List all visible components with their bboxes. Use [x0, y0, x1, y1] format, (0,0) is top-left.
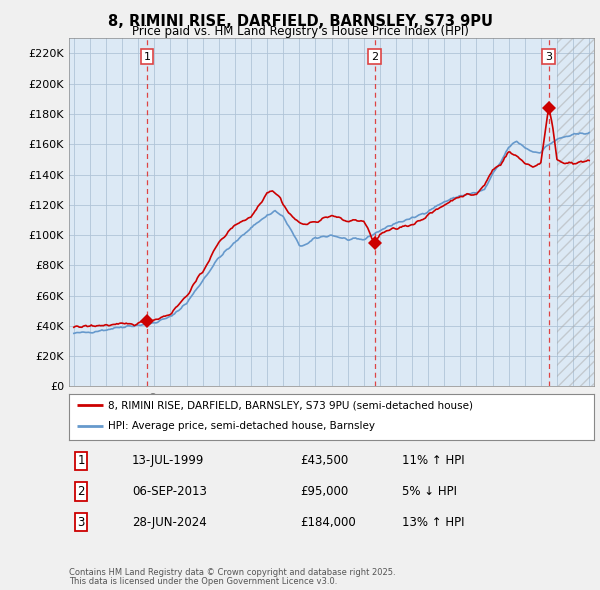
Text: Contains HM Land Registry data © Crown copyright and database right 2025.: Contains HM Land Registry data © Crown c…: [69, 568, 395, 577]
Text: 1: 1: [143, 51, 151, 61]
Text: This data is licensed under the Open Government Licence v3.0.: This data is licensed under the Open Gov…: [69, 578, 337, 586]
Text: Price paid vs. HM Land Registry's House Price Index (HPI): Price paid vs. HM Land Registry's House …: [131, 25, 469, 38]
Text: 2: 2: [371, 51, 378, 61]
Text: 06-SEP-2013: 06-SEP-2013: [132, 485, 207, 498]
Text: 1: 1: [77, 454, 85, 467]
Text: 8, RIMINI RISE, DARFIELD, BARNSLEY, S73 9PU (semi-detached house): 8, RIMINI RISE, DARFIELD, BARNSLEY, S73 …: [109, 400, 473, 410]
Text: £43,500: £43,500: [300, 454, 348, 467]
Text: 11% ↑ HPI: 11% ↑ HPI: [402, 454, 464, 467]
Text: 8, RIMINI RISE, DARFIELD, BARNSLEY, S73 9PU: 8, RIMINI RISE, DARFIELD, BARNSLEY, S73 …: [107, 14, 493, 29]
Bar: [557, 38, 594, 386]
Text: 3: 3: [545, 51, 552, 61]
Text: 13% ↑ HPI: 13% ↑ HPI: [402, 516, 464, 529]
Text: 13-JUL-1999: 13-JUL-1999: [132, 454, 205, 467]
Text: £184,000: £184,000: [300, 516, 356, 529]
Text: £95,000: £95,000: [300, 485, 348, 498]
Text: 2: 2: [77, 485, 85, 498]
Text: HPI: Average price, semi-detached house, Barnsley: HPI: Average price, semi-detached house,…: [109, 421, 376, 431]
Text: 5% ↓ HPI: 5% ↓ HPI: [402, 485, 457, 498]
Text: 3: 3: [77, 516, 85, 529]
Text: 28-JUN-2024: 28-JUN-2024: [132, 516, 207, 529]
